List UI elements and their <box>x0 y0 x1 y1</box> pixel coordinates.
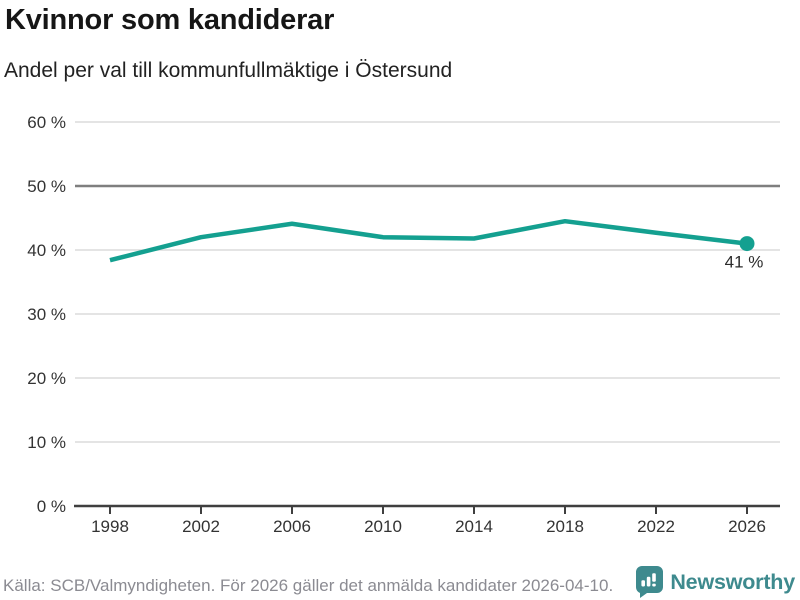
x-axis-tick-label: 2018 <box>546 517 584 536</box>
x-axis-tick-label: 2022 <box>637 517 675 536</box>
x-axis-tick-label: 1998 <box>91 517 129 536</box>
y-axis-tick-label: 10 % <box>27 433 66 452</box>
x-axis-tick-label: 2006 <box>273 517 311 536</box>
y-axis-tick-label: 30 % <box>27 305 66 324</box>
brand-block: Newsworthy <box>635 566 795 598</box>
y-axis-tick-label: 0 % <box>37 497 66 516</box>
brand-name: Newsworthy <box>670 569 795 594</box>
y-axis-tick-label: 40 % <box>27 241 66 260</box>
x-axis-tick-label: 2010 <box>364 517 402 536</box>
newsworthy-logo-icon <box>635 566 664 598</box>
end-point-marker <box>739 236 755 252</box>
y-axis-tick-label: 50 % <box>27 177 66 196</box>
source-note: Källa: SCB/Valmyndigheten. För 2026 gäll… <box>3 576 614 595</box>
data-line <box>109 218 748 263</box>
x-axis-tick-label: 2014 <box>455 517 493 536</box>
x-axis-tick-label: 2026 <box>728 517 766 536</box>
y-axis-tick-label: 60 % <box>27 113 66 132</box>
y-axis-tick-label: 20 % <box>27 369 66 388</box>
chart-title: Kvinnor som kandiderar <box>5 4 335 36</box>
end-point-label: 41 % <box>725 253 764 272</box>
x-axis-tick-label: 2002 <box>182 517 220 536</box>
chart-subtitle: Andel per val till kommunfullmäktige i Ö… <box>4 59 453 82</box>
